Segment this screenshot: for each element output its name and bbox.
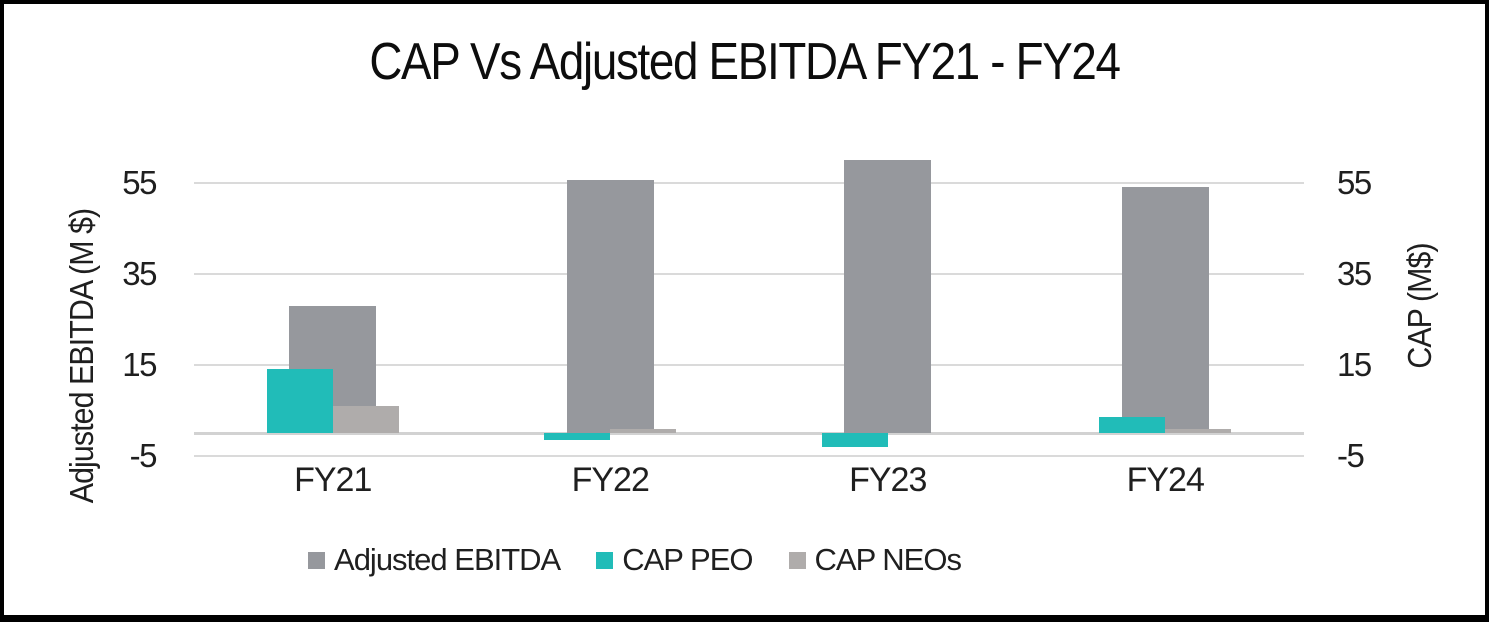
bar-cap-peo-fy22 bbox=[544, 433, 611, 441]
gridline--5 bbox=[194, 455, 1304, 457]
legend: Adjusted EBITDA CAP PEO CAP NEOs bbox=[0, 542, 1375, 578]
plot-area bbox=[194, 137, 1304, 457]
legend-item-cap-neos: CAP NEOs bbox=[788, 542, 962, 578]
bar-cap-neos-fy21 bbox=[332, 405, 399, 434]
y-tick-right-35: 35 bbox=[1337, 254, 1372, 292]
y-tick-right-15: 15 bbox=[1337, 345, 1372, 383]
x-tick-fy21: FY21 bbox=[294, 461, 372, 499]
bar-cap-peo-fy23 bbox=[821, 433, 888, 447]
y-tick-right-55: 55 bbox=[1337, 163, 1372, 201]
legend-label-cap-peo: CAP PEO bbox=[622, 542, 753, 577]
bar-adjusted-ebitda-fy22 bbox=[566, 180, 654, 434]
legend-label-adjusted-ebitda: Adjusted EBITDA bbox=[334, 542, 561, 577]
legend-item-cap-peo: CAP PEO bbox=[596, 542, 754, 578]
gridline-35 bbox=[194, 272, 1304, 275]
x-tick-fy23: FY23 bbox=[849, 461, 927, 499]
y-tick-left--5: -5 bbox=[129, 437, 158, 474]
x-tick-fy24: FY24 bbox=[1126, 461, 1205, 499]
x-tick-fy22: FY22 bbox=[571, 461, 650, 499]
legend-swatch-cap-neos bbox=[788, 551, 806, 569]
zero-line bbox=[194, 431, 1304, 435]
y-tick-left-55: 55 bbox=[122, 163, 157, 201]
bar-adjusted-ebitda-fy23 bbox=[844, 159, 932, 434]
bar-cap-neos-fy24 bbox=[1165, 428, 1232, 434]
chart-title: CAP Vs Adjusted EBITDA FY21 - FY24 bbox=[369, 33, 1121, 91]
y-tick-left-15: 15 bbox=[122, 345, 157, 383]
gridline-55 bbox=[194, 181, 1304, 184]
y-tick-left-35: 35 bbox=[122, 254, 157, 292]
gridline-15 bbox=[194, 363, 1304, 366]
legend-item-adjusted-ebitda: Adjusted EBITDA bbox=[308, 542, 561, 578]
legend-swatch-adjusted-ebitda bbox=[308, 551, 326, 569]
bar-cap-neos-fy22 bbox=[610, 428, 677, 434]
bar-cap-peo-fy21 bbox=[266, 369, 333, 434]
bar-adjusted-ebitda-fy24 bbox=[1121, 187, 1209, 434]
legend-swatch-cap-peo bbox=[596, 551, 614, 569]
legend-label-cap-neos: CAP NEOs bbox=[814, 542, 962, 577]
y-tick-right--5: -5 bbox=[1337, 437, 1365, 474]
bar-cap-peo-fy24 bbox=[1099, 417, 1166, 434]
